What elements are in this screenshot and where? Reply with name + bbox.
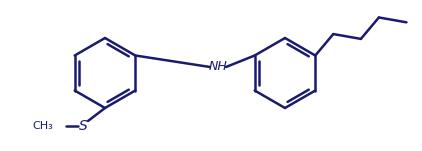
Text: CH₃: CH₃ [32, 121, 53, 131]
Text: S: S [78, 119, 87, 133]
Text: NH: NH [208, 61, 227, 74]
